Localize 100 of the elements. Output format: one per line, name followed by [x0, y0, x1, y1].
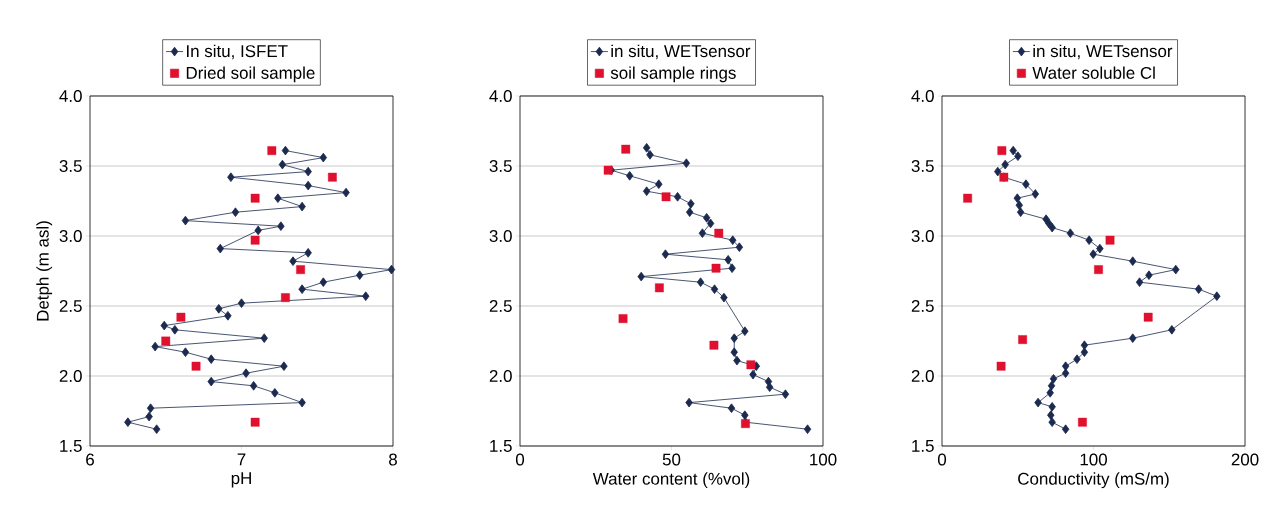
- point: [207, 376, 215, 387]
- point: [655, 283, 664, 293]
- point: [319, 277, 327, 287]
- point: [1048, 222, 1056, 233]
- point: [160, 320, 168, 331]
- point: [1129, 333, 1137, 343]
- point: [730, 333, 738, 343]
- point: [267, 146, 277, 155]
- point: [260, 333, 268, 343]
- point: [655, 179, 663, 189]
- point: [342, 187, 350, 198]
- point: [1194, 284, 1203, 294]
- point: [1018, 335, 1027, 344]
- point: [1047, 410, 1055, 420]
- x-tick-label: 100: [810, 453, 837, 466]
- legend-label: in situ, WETsensor: [1033, 44, 1173, 60]
- point: [702, 213, 711, 223]
- point: [161, 336, 171, 346]
- point: [711, 263, 721, 273]
- legend-label: In situ, ISFET: [187, 44, 288, 60]
- y-tick-label: 2.0: [911, 370, 934, 382]
- point: [250, 193, 260, 203]
- point: [181, 347, 190, 357]
- point: [733, 355, 741, 366]
- y-tick-label: 2.5: [911, 300, 934, 312]
- point: [646, 150, 654, 160]
- point: [277, 221, 285, 231]
- point: [355, 270, 364, 280]
- point: [227, 172, 235, 182]
- y-tick-label: 4.0: [59, 90, 82, 102]
- point: [730, 347, 738, 357]
- point: [1094, 265, 1103, 274]
- x-tick-label: 100: [1080, 453, 1107, 466]
- point: [1213, 291, 1221, 301]
- point: [706, 218, 715, 229]
- point: [997, 146, 1007, 155]
- y-tick-label: 2.0: [489, 370, 512, 382]
- point: [741, 326, 749, 336]
- point: [231, 207, 240, 217]
- point: [278, 159, 287, 170]
- point: [1129, 256, 1137, 266]
- point: [642, 186, 651, 196]
- x-tick-label: 50: [662, 453, 681, 466]
- point: [254, 225, 262, 236]
- point: [727, 403, 736, 413]
- x-tick-label: 0: [937, 453, 947, 466]
- point: [1048, 402, 1056, 412]
- point: [1009, 145, 1017, 156]
- point: [281, 145, 290, 156]
- x-tick-label: 8: [389, 453, 397, 466]
- point: [803, 424, 812, 434]
- point: [1049, 374, 1058, 384]
- point: [996, 361, 1006, 371]
- point: [1061, 424, 1070, 434]
- point: [1048, 417, 1056, 427]
- point: [1078, 417, 1087, 427]
- y-tick-label: 1.5: [912, 440, 934, 452]
- point: [687, 199, 695, 209]
- y-tick-label: 4.0: [911, 90, 934, 102]
- point: [124, 417, 132, 427]
- legend-label: in situ, WETsensor: [611, 44, 751, 60]
- point: [1145, 270, 1153, 280]
- point: [1080, 347, 1089, 357]
- point: [387, 264, 396, 275]
- x-axis-title: Water content (%vol): [592, 472, 750, 489]
- point: [250, 235, 260, 245]
- y-axis-title: Detph (m asl): [36, 221, 53, 321]
- point: [661, 192, 671, 202]
- point: [151, 341, 159, 352]
- point: [249, 381, 258, 391]
- point: [735, 242, 744, 252]
- point: [1066, 228, 1075, 238]
- point: [298, 284, 306, 294]
- point: [765, 382, 774, 392]
- point: [686, 207, 694, 217]
- point: [250, 417, 260, 427]
- point: [319, 152, 327, 163]
- point: [696, 277, 705, 287]
- point: [673, 192, 682, 202]
- point: [304, 248, 312, 258]
- point: [1022, 179, 1030, 189]
- point: [298, 201, 306, 212]
- point: [728, 263, 736, 273]
- point: [1047, 381, 1056, 391]
- x-tick-label: 200: [1231, 453, 1259, 466]
- point: [207, 354, 215, 364]
- point: [215, 304, 223, 314]
- point: [618, 314, 628, 323]
- point: [963, 193, 972, 203]
- point: [637, 271, 645, 282]
- point: [1016, 207, 1025, 217]
- point: [1013, 193, 1021, 203]
- point: [1089, 249, 1097, 259]
- point: [1046, 388, 1054, 398]
- point: [328, 172, 337, 182]
- point: [1105, 235, 1115, 245]
- y-tick-label: 3.5: [489, 160, 512, 172]
- point: [781, 389, 790, 399]
- point: [698, 228, 707, 238]
- y-tick-label: 1.5: [60, 440, 82, 452]
